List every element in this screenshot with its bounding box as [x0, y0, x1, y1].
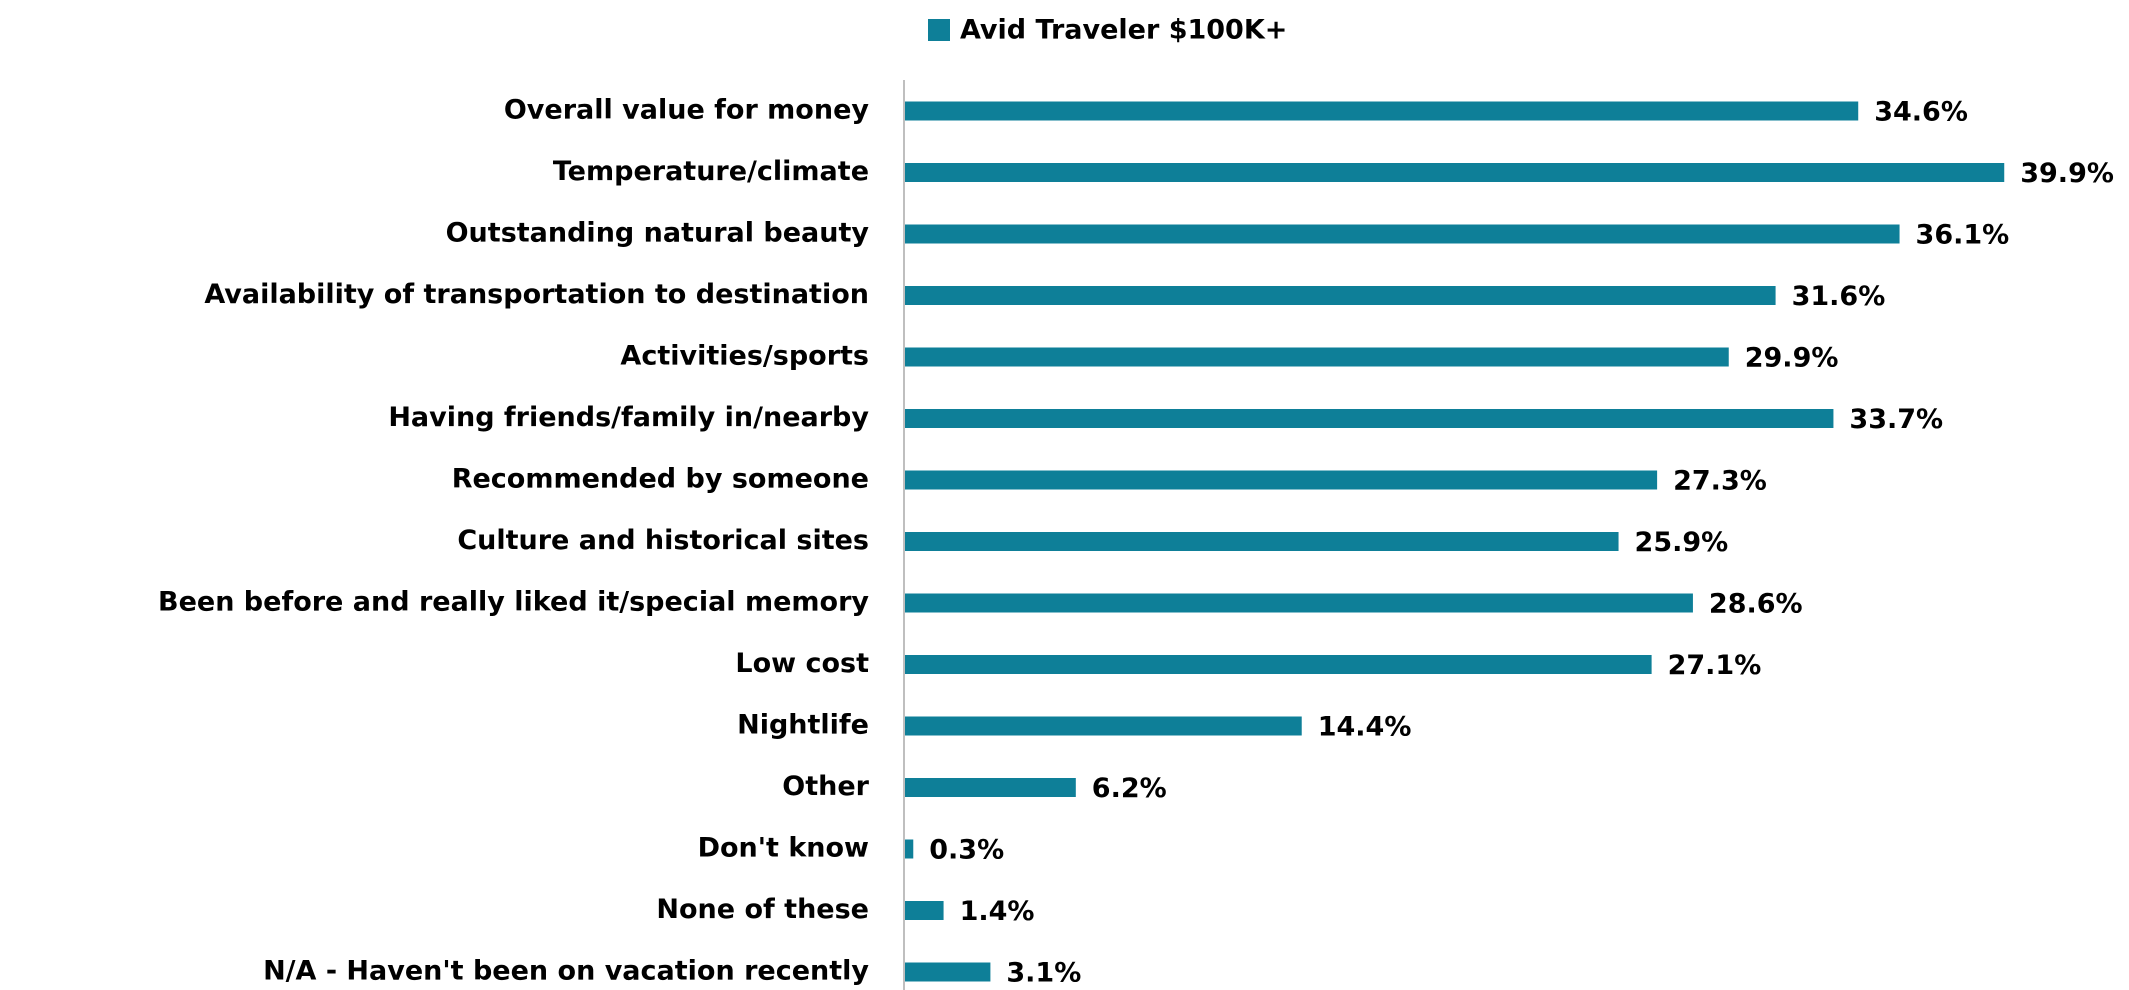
category-label: Don't know — [698, 833, 869, 864]
value-label: 31.6% — [1792, 281, 1886, 312]
bar — [905, 347, 1729, 367]
value-label: 3.1% — [1006, 958, 1081, 989]
value-label: 36.1% — [1916, 220, 2010, 251]
bar — [905, 532, 1619, 551]
value-label: 1.4% — [960, 896, 1035, 927]
category-label: Overall value for money — [504, 95, 870, 126]
legend-label: Avid Traveler $100K+ — [960, 15, 1287, 46]
value-label: 33.7% — [1849, 404, 1943, 435]
bar — [905, 778, 1076, 797]
value-label: 6.2% — [1092, 773, 1167, 804]
category-label: Recommended by someone — [452, 464, 869, 495]
category-label: Other — [782, 771, 869, 802]
bar — [905, 839, 914, 859]
bar — [905, 470, 1658, 490]
category-label: Activities/sports — [620, 341, 869, 372]
value-label: 39.9% — [2020, 158, 2114, 189]
bar — [905, 163, 2005, 182]
bar — [905, 716, 1302, 736]
category-label: Been before and really liked it/special … — [158, 587, 869, 618]
bar — [905, 286, 1776, 305]
bar — [905, 409, 1834, 428]
category-label: Temperature/climate — [553, 156, 869, 187]
category-label: Having friends/family in/nearby — [388, 402, 869, 433]
category-label: Culture and historical sites — [457, 525, 869, 556]
category-label: Availability of transportation to destin… — [204, 279, 869, 310]
value-label: 0.3% — [929, 835, 1004, 866]
value-label: 27.1% — [1668, 650, 1762, 681]
bar — [905, 101, 1859, 121]
value-label: 34.6% — [1874, 97, 1968, 128]
category-label: None of these — [656, 894, 869, 925]
value-label: 27.3% — [1673, 466, 1767, 497]
value-label: 29.9% — [1745, 343, 1839, 374]
value-label: 28.6% — [1709, 589, 1803, 620]
category-label: Outstanding natural beauty — [446, 218, 870, 249]
bar — [905, 593, 1693, 613]
bar — [905, 655, 1652, 674]
legend-swatch — [928, 19, 950, 41]
category-label: Nightlife — [737, 710, 869, 741]
category-label: Low cost — [735, 648, 869, 679]
value-label: 25.9% — [1635, 527, 1729, 558]
value-label: 14.4% — [1318, 712, 1412, 743]
category-label: N/A - Haven't been on vacation recently — [263, 956, 869, 987]
bar — [905, 901, 944, 920]
bar — [905, 224, 1900, 244]
bar — [905, 962, 991, 982]
